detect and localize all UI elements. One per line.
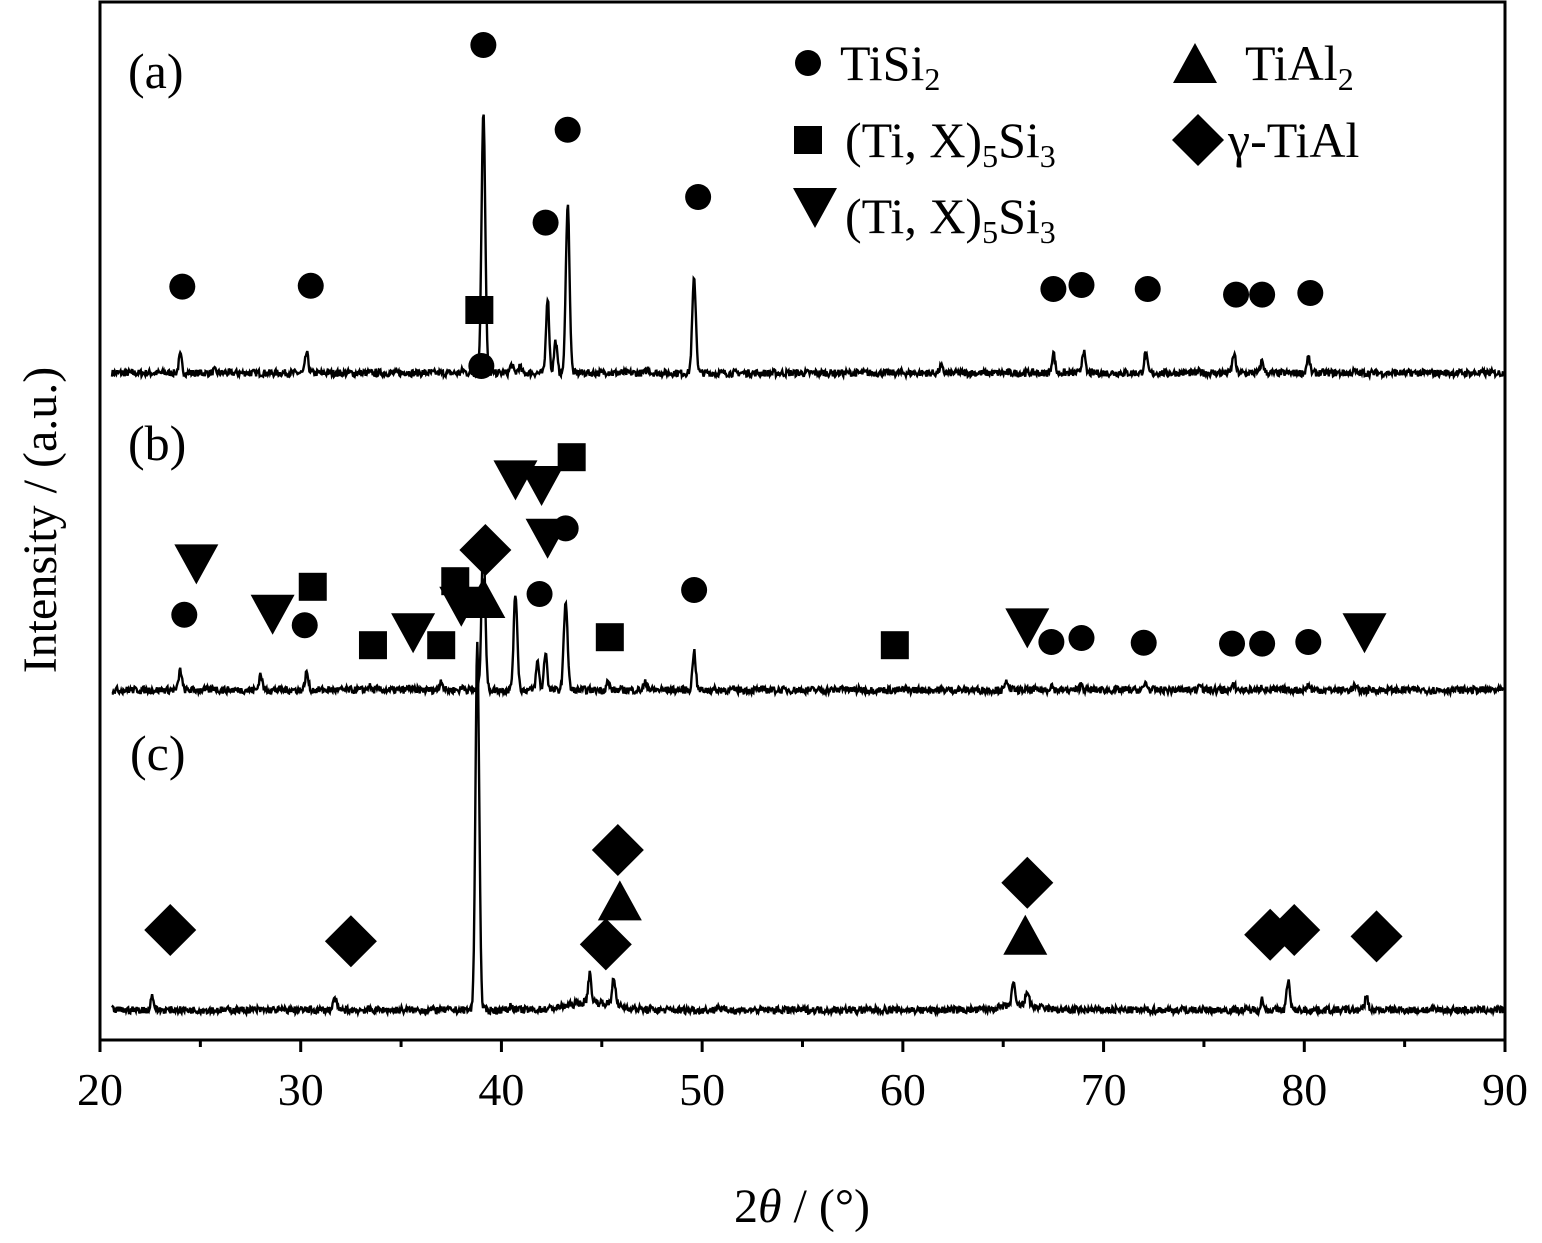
circle-marker [1040,276,1067,302]
panel-label-b: (b) [128,415,186,471]
circle-marker [1130,629,1157,656]
circle-marker [1249,630,1276,657]
circle-marker [532,209,559,236]
diamond-marker [579,918,632,971]
square-marker [298,572,327,601]
circle-marker [169,273,196,300]
series-layer [110,114,1505,1018]
diamond-marker [459,524,512,576]
circle-marker [1295,629,1322,655]
circle-marker [685,184,712,210]
y-axis-title: Intensity / (a.u.) [14,367,67,674]
circle-marker [526,581,553,607]
square-marker [427,631,456,660]
circle-marker [1068,272,1095,298]
square-marker [441,567,470,596]
circle-marker [1219,630,1246,657]
circle-marker [1223,281,1250,308]
series-line-2 [110,641,1505,1018]
triangle-down-marker [439,586,484,627]
square-marker [465,296,494,324]
diamond-marker [1001,856,1054,909]
circle-marker [291,612,318,639]
triangle-down-marker [519,466,564,506]
x-tick-label: 90 [1482,1064,1528,1115]
circle-marker [297,272,324,299]
legend-circle-icon [795,50,821,76]
circle-marker [171,601,198,628]
triangle-up-marker [461,578,506,618]
legend-triangle-up-icon [1173,43,1217,83]
legend-label: (Ti, X)5Si3 [845,188,1056,250]
diamond-marker [324,915,377,968]
circle-marker [681,577,708,603]
series-line-1 [111,542,1505,699]
x-tick-label: 60 [880,1064,926,1115]
x-tick-label: 50 [679,1064,725,1115]
panel-label-a: (a) [128,43,184,99]
circle-marker [1249,281,1276,308]
circle-marker [1134,276,1161,302]
panel-label-c: (c) [130,725,186,781]
legend-label: γ-TiAl [1227,112,1359,168]
square-marker [595,623,624,652]
legend: TiSi2 (Ti, X)5Si3 (Ti, X)5Si3 TiAl2 γ-TiAl [793,35,1359,250]
legend-triangle-down-icon [793,188,837,228]
x-tick-label: 30 [278,1064,324,1115]
diamond-marker [1268,904,1321,956]
triangle-down-marker [391,613,436,654]
x-tick-label: 70 [1081,1064,1127,1115]
x-tick-label: 20 [77,1064,123,1115]
x-axis-title: 2θ / (°) [734,1180,870,1233]
legend-label: TiAl2 [1245,35,1354,97]
x-axis: 20 30 40 50 60 70 80 90 [77,1040,1528,1115]
circle-marker [1068,625,1095,651]
triangle-up-marker [1003,914,1048,955]
legend-square-icon [794,126,822,154]
diamond-marker [591,824,644,876]
square-marker [880,631,909,660]
triangle-up-marker [597,880,642,921]
circle-marker [1038,629,1065,655]
legend-label: (Ti, X)5Si3 [845,112,1056,174]
marker-layer [144,32,1403,971]
circle-marker [1297,280,1324,306]
square-marker [557,443,586,472]
circle-marker [554,116,581,143]
triangle-down-marker [174,544,219,585]
circle-marker [468,353,495,379]
diamond-marker [1350,910,1403,963]
x-tick-label: 80 [1281,1064,1327,1115]
triangle-down-marker [1005,608,1050,649]
legend-label: TiSi2 [840,35,940,97]
diamond-marker [144,904,197,956]
series-line-0 [110,114,1505,382]
x-tick-label: 40 [478,1064,524,1115]
square-marker [358,631,387,660]
triangle-down-marker [250,594,295,635]
circle-marker [470,32,497,58]
legend-diamond-icon [1172,114,1224,166]
triangle-down-marker [1342,613,1387,654]
circle-marker [552,515,579,542]
